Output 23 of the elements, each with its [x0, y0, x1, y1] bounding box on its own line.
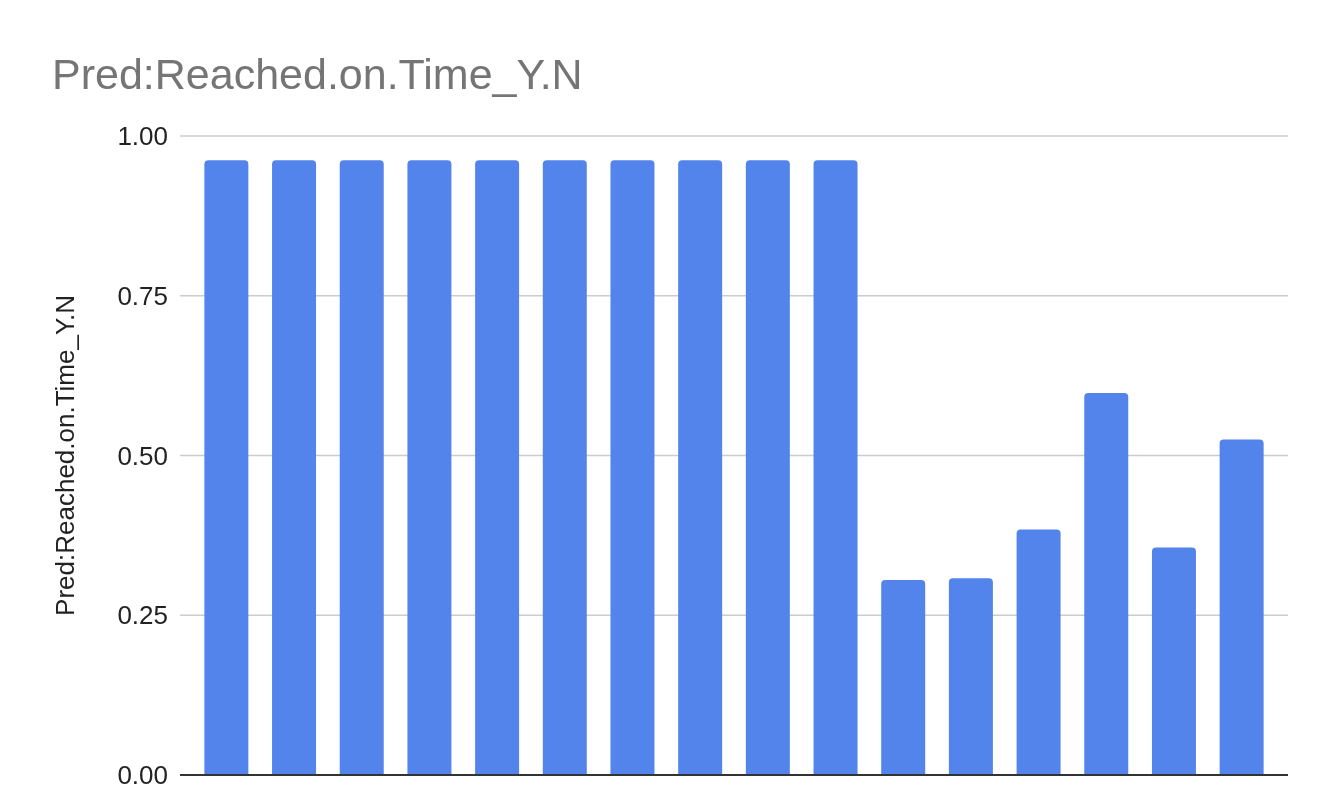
- bar: [813, 160, 858, 775]
- chart-title: Pred:Reached.on.Time_Y.N: [52, 50, 583, 98]
- y-tick-label: 0.75: [117, 280, 168, 311]
- bar: [407, 160, 452, 775]
- bar: [1151, 547, 1196, 775]
- y-tick-label: 0.00: [117, 760, 168, 791]
- y-tick-label: 1.00: [117, 121, 168, 152]
- bar: [272, 160, 317, 775]
- bar: [1016, 529, 1061, 775]
- y-tick-label: 0.50: [117, 440, 168, 471]
- bar: [204, 160, 249, 775]
- bar: [881, 580, 926, 775]
- y-tick-label: 0.25: [117, 600, 168, 631]
- bar: [475, 160, 520, 775]
- bar: [1219, 439, 1264, 775]
- bar: [745, 160, 790, 775]
- bar: [610, 160, 655, 775]
- bar: [542, 160, 587, 775]
- y-axis-title: Pred:Reached.on.Time_Y.N: [50, 295, 80, 616]
- bar: [339, 160, 384, 775]
- bar: [948, 578, 993, 775]
- bar: [1084, 392, 1129, 775]
- bar: [678, 160, 723, 775]
